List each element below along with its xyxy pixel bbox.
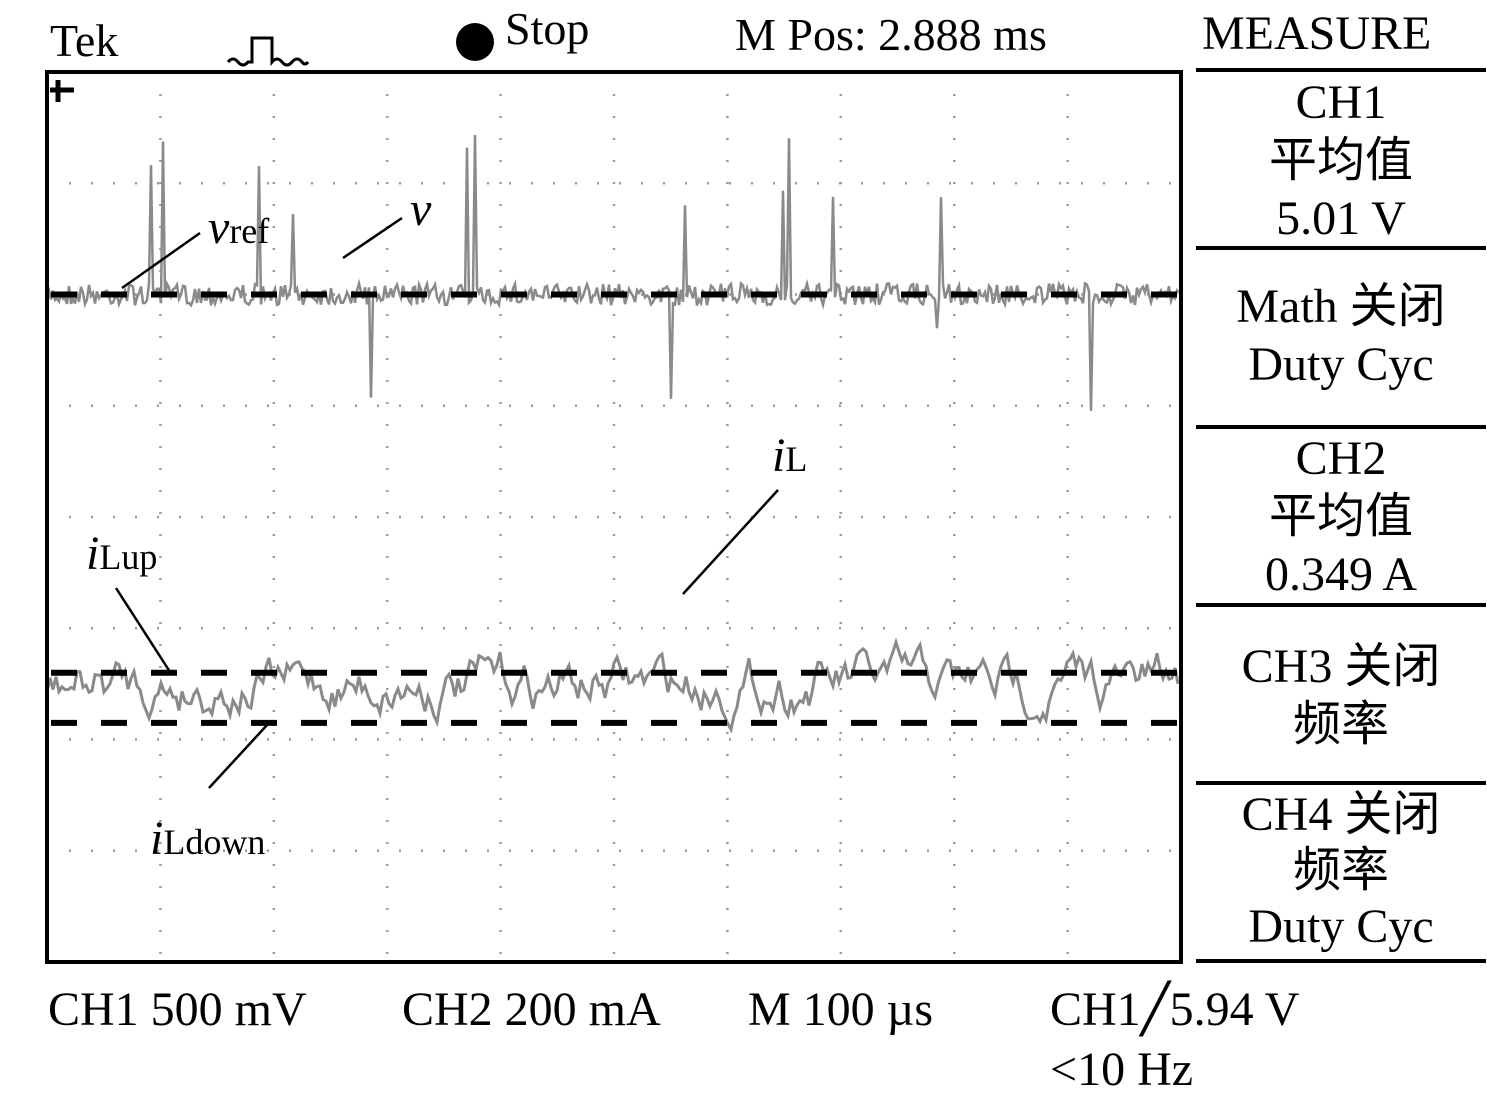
trace-v bbox=[45, 134, 1180, 411]
brand-label: Tek bbox=[50, 15, 119, 66]
ch2-scale: CH2 200 mA bbox=[402, 983, 661, 1036]
label-ildown: iLdown bbox=[150, 812, 266, 865]
il-leader bbox=[682, 489, 779, 595]
measure-title: MEASURE bbox=[1202, 7, 1432, 60]
label-vref: vref bbox=[208, 201, 270, 254]
measure-panel-ch4[interactable]: CH4 关闭 频率 Duty Cyc bbox=[1241, 788, 1441, 953]
label-v: v bbox=[410, 183, 432, 236]
measure-panel-ch1[interactable]: CH1 平均值 5.01 V bbox=[1268, 76, 1413, 245]
measure-panel-ch2[interactable]: CH2 平均值 0.349 A bbox=[1264, 432, 1417, 601]
trace-iL bbox=[45, 637, 1180, 734]
ilup-leader bbox=[114, 587, 174, 676]
time-scale: M 100 µs bbox=[748, 983, 934, 1036]
rising-edge-icon: ╱ bbox=[1140, 983, 1170, 1036]
vref-leader bbox=[121, 231, 201, 290]
v-leader bbox=[342, 216, 403, 260]
label-il: iL bbox=[772, 429, 808, 482]
measure-panel-ch3[interactable]: CH3 关闭 频率 bbox=[1241, 640, 1441, 751]
ch1-scale: CH1 500 mV bbox=[48, 983, 307, 1036]
m-pos: M Pos: 2.888 ms bbox=[735, 9, 1047, 60]
trigger-readout: CH1╱5.94 V bbox=[1050, 983, 1300, 1036]
ildown-leader bbox=[208, 723, 269, 789]
measure-panel-math[interactable]: Math 关闭 Duty Cyc bbox=[1236, 280, 1446, 391]
label-ilup: iLup bbox=[86, 527, 158, 580]
trigger-position-marker bbox=[50, 80, 74, 102]
trigger-frequency: <10 Hz bbox=[1050, 1043, 1194, 1096]
run-status: Stop bbox=[505, 3, 590, 54]
